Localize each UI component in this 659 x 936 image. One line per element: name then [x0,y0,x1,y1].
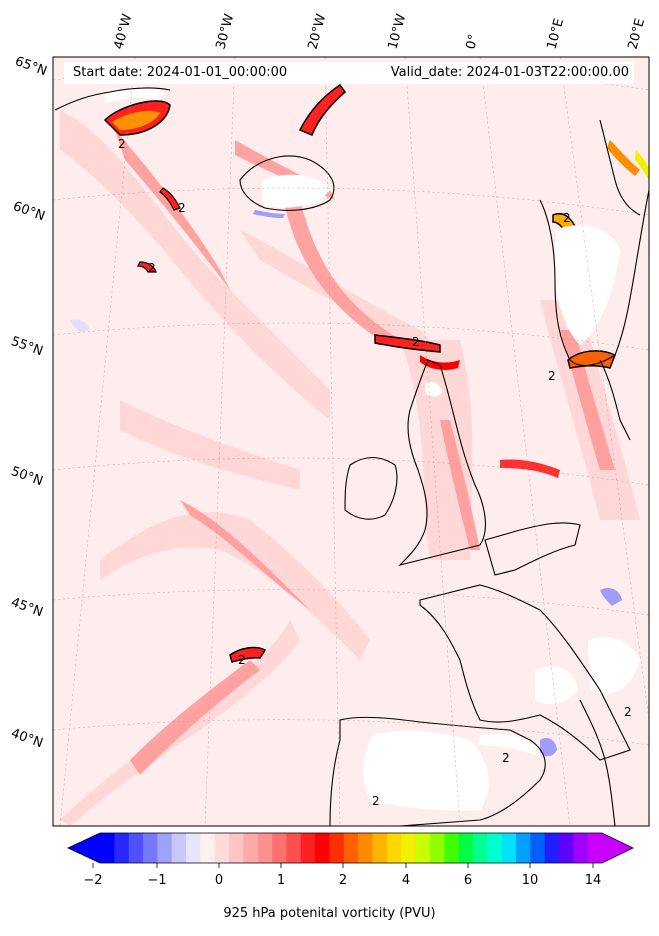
valid-date-label: Valid_date: 2024-01-03T22:00:00.00 [390,65,629,80]
colorbar-tick-label: −1 [147,873,166,888]
great-britain-coast [398,359,486,567]
colorbar-bin [114,833,130,863]
scandinavia-coast [539,189,649,366]
colorbar-tick-label: 4 [402,873,410,888]
colorbar-bin [458,833,474,863]
coastlines [54,87,649,826]
colorbar-bin [444,833,460,863]
colorbar-bin [229,833,244,863]
colorbar-bins [100,833,603,863]
colorbar-bin [100,833,115,863]
colorbar-bin [587,833,603,863]
colorbar-outline [67,832,634,864]
colorbar-bin [300,833,316,863]
colorbar-bin [573,833,589,863]
graticule [53,57,649,826]
colorbar-bin [128,833,144,863]
contour-label: 2 [412,335,420,349]
negative-pv-areas [70,210,622,757]
colorbar-bin [415,833,431,863]
colorbar-tick-label: 14 [585,873,602,888]
colorbar-bin [257,833,273,863]
colorbar-max-extend [602,833,633,863]
colorbar-bin [472,833,488,863]
colorbar-bin [372,833,388,863]
contour-label: 2 [148,261,156,275]
denmark-coast [599,359,631,441]
contour-label: 2 [548,369,556,383]
colorbar-tick-label: −2 [83,873,102,888]
contour-label: 2 [238,653,246,667]
contour-label: 2 [118,137,126,151]
colorbar-bin [186,833,201,863]
north-sea-south-coast [484,522,581,576]
colorbar-bin [429,833,445,863]
start-date-label: Start date: 2024-01-01_00:00:00 [73,65,288,80]
norway-north-coast [599,119,641,216]
contour-label: 2 [563,211,571,225]
greenland-coast [54,87,171,111]
colorbar-ticks: −2 −1 0 1 2 4 6 10 14 [83,863,601,888]
colorbar-title: 925 hPa potenital vorticity (PVU) [223,906,436,921]
colorbar-bin [286,833,302,863]
colorbar-bin [157,833,173,863]
colorbar-bin [530,833,546,863]
colorbar-bin [501,833,517,863]
contour-label: 2 [624,705,632,719]
pv-strong-features [103,83,649,663]
ireland-coast [344,456,398,520]
colorbar-bin [515,833,531,863]
colorbar-bin [143,833,158,863]
contour-label: 2 [178,201,186,215]
colorbar-bin [358,833,374,863]
colorbar-bin [272,833,287,863]
italy-coast [579,699,616,826]
colorbar-bin [214,833,230,863]
colorbar-bin [315,833,330,863]
colorbar-bin [558,833,574,863]
colorbar-bin [487,833,503,863]
colorbar-tick-label: 2 [339,873,347,888]
map-area: 2 2 2 2 2 2 2 2 2 2 [53,57,649,826]
contour-label: 2 [372,794,380,808]
colorbar-tick-label: 1 [277,873,285,888]
iberia-coast [329,716,546,826]
missing-data-areas [105,87,640,811]
colorbar-bin [171,833,187,863]
colorbar-tick-label: 0 [215,873,223,888]
contour-labels: 2 2 2 2 2 2 2 2 2 2 [118,137,632,808]
france-coast [419,584,631,761]
contour-label: 2 [502,751,510,765]
colorbar-bin [243,833,259,863]
colorbar-tick-label: 6 [464,873,472,888]
colorbar-bin [200,833,216,863]
colorbar-bin [544,833,560,863]
colorbar-tick-label: 10 [522,873,539,888]
date-header: Start date: 2024-01-01_00:00:00 Valid_da… [64,62,634,84]
colorbar-bin [329,833,345,863]
colorbar-bin [386,833,402,863]
colorbar-min-extend [68,833,100,863]
colorbar-bin [401,833,417,863]
iceland-coast [239,155,335,211]
colorbar-bin [343,833,359,863]
colorbar: −2 −1 0 1 2 4 6 10 14 [67,832,634,888]
map-border [52,56,650,827]
